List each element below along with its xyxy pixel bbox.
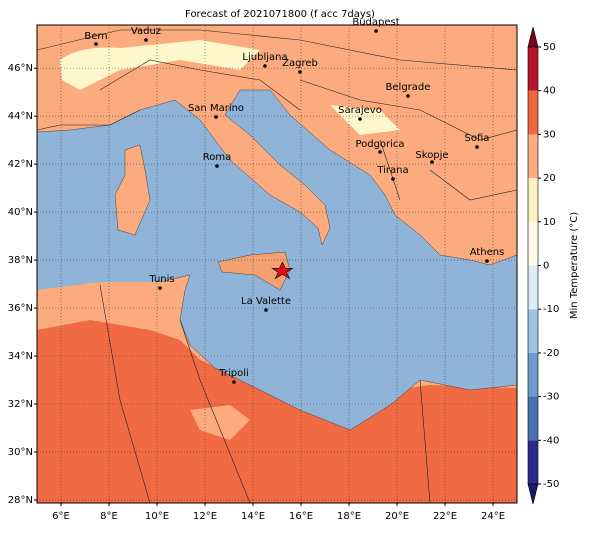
location-star [271, 261, 294, 280]
colorbar-band [528, 352, 538, 397]
x-tick-label: 8°E [100, 511, 118, 522]
borders [37, 29, 517, 503]
city-label: San Marino [188, 103, 244, 114]
colorbar-over [527, 26, 539, 48]
colorbar-tick-label: 40 [543, 86, 556, 97]
title: Forecast of 2021071800 (f acc 7days) [185, 9, 375, 20]
city-label: Skopje [415, 150, 448, 161]
colorbar-tick-label: -10 [543, 304, 559, 315]
city-label: La Valette [241, 296, 291, 307]
cool-patch [190, 405, 250, 440]
city-label: Tirana [376, 165, 408, 176]
x-tick-label: 12°E [193, 511, 217, 522]
city-label: Ljubljana [242, 52, 287, 63]
x-tick-label: 20°E [385, 511, 409, 522]
city-dot [215, 164, 219, 168]
map-frame [36, 24, 518, 504]
city-dot [94, 42, 98, 46]
y-tick-label: 42°N [8, 159, 33, 170]
colorbar-tick-label: 50 [543, 42, 556, 53]
y-tick-label: 46°N [8, 63, 33, 74]
city-label: Belgrade [386, 82, 431, 93]
x-tick-label: 18°E [337, 511, 361, 522]
colorbar-band [528, 440, 538, 484]
x-tick-label: 10°E [145, 511, 169, 522]
city-label: Sarajevo [338, 105, 382, 116]
cool-land [60, 40, 260, 90]
city-label: Sofia [465, 133, 490, 144]
y-tick-label: 34°N [8, 351, 33, 362]
city-label: Tripoli [218, 368, 249, 379]
colorbar-tick-label: -20 [543, 348, 559, 359]
x-tick-label: 6°E [52, 511, 70, 522]
coast-land [37, 278, 188, 315]
city-label: Tunis [148, 274, 174, 285]
city-dot [232, 380, 236, 384]
city-dot [475, 145, 479, 149]
colorbar-under [527, 483, 539, 505]
colorbar-tick-label: 10 [543, 217, 556, 228]
city-dot [214, 115, 218, 119]
y-tick-label: 32°N [8, 399, 33, 410]
y-tick-label: 36°N [8, 303, 33, 314]
city-dot [264, 308, 268, 312]
city-dot [263, 64, 267, 68]
y-tick-label: 44°N [8, 111, 33, 122]
colorbar: -50 -40 -30 -20 -10 0 10 20 30 40 50 Min Temperatur… [527, 26, 580, 505]
x-tick-label: 22°E [433, 511, 457, 522]
x-tick-label: 24°E [481, 511, 505, 522]
city-label: Roma [203, 152, 232, 163]
city-dot [378, 150, 382, 154]
city-label: Athens [470, 247, 505, 258]
graticule: 6°E 8°E 10°E 12°E 14°E 16°E 18°E 20°E 22°E 24°E 28… [8, 25, 517, 522]
city-dot [391, 177, 395, 181]
colorbar-tick-label: 20 [543, 173, 556, 184]
city-label: Budapest [352, 17, 399, 28]
city-label: Podgorica [355, 139, 404, 150]
city-label: Zagreb [282, 58, 318, 69]
colorbar-tick-label: 30 [543, 129, 556, 140]
city-dot [298, 70, 302, 74]
colorbar-band [528, 90, 538, 135]
x-tick-label: 14°E [241, 511, 265, 522]
x-tick-label: 16°E [289, 511, 313, 522]
colorbar-band [528, 134, 538, 179]
colorbar-tick-label: -40 [543, 435, 559, 446]
city-dot [144, 38, 148, 42]
colorbar-band [528, 309, 538, 353]
y-tick-label: 28°N [8, 495, 33, 506]
city-dot [406, 94, 410, 98]
colorbar-tick-label: -30 [543, 392, 559, 403]
colorbar-band [528, 47, 538, 91]
cool-land [330, 105, 400, 135]
city-dot [430, 160, 434, 164]
island [114, 144, 151, 236]
city-dot [358, 117, 362, 121]
y-tick-label: 30°N [8, 447, 33, 458]
city-dot [158, 286, 162, 290]
colorbar-band [528, 178, 538, 222]
colorbar-tick-label: 0 [543, 261, 549, 272]
island [217, 251, 291, 291]
colorbar-band [528, 265, 538, 310]
city-label: Vaduz [131, 26, 161, 37]
map [37, 25, 517, 503]
colorbar-tick-label: -50 [543, 479, 559, 490]
y-tick-label: 40°N [8, 207, 33, 218]
y-tick-label: 38°N [8, 255, 33, 266]
colorbar-band [528, 396, 538, 441]
city-label: Bern [84, 31, 107, 42]
colorbar-band [528, 221, 538, 266]
city-dot [374, 29, 378, 33]
colorbar-label: Min Temperature (°C) [569, 212, 580, 319]
city-dot [485, 259, 489, 263]
